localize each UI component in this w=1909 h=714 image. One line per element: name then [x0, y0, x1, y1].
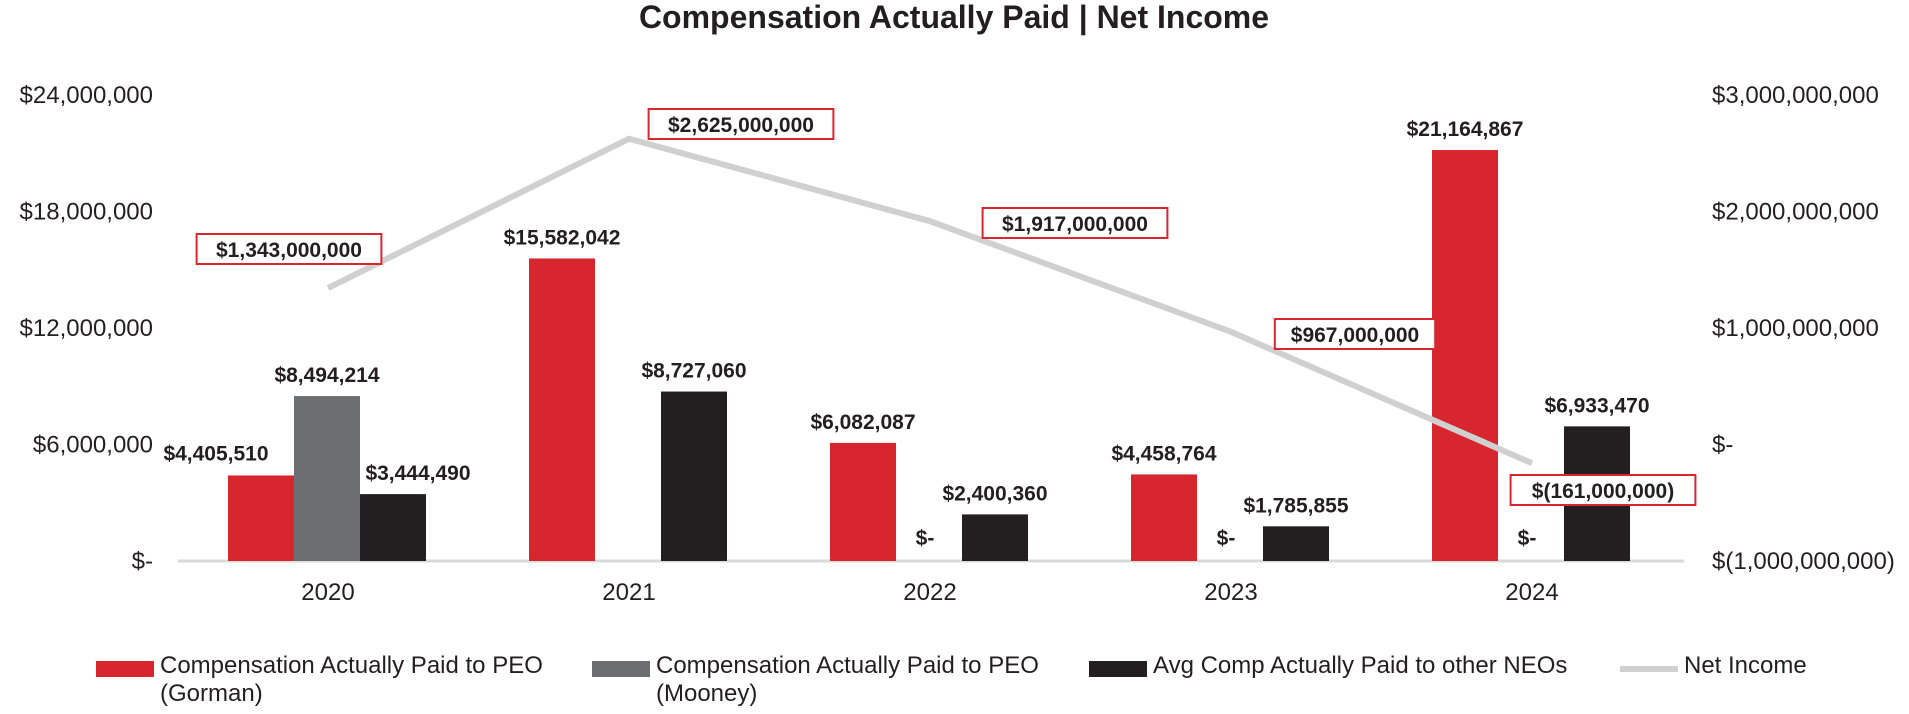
net-income-labels: $1,343,000,000 $2,625,000,000 $1,917,000,0…: [195, 108, 1697, 506]
legend-label-net-income: Net Income: [1684, 652, 1807, 679]
legend-swatch-avg-neo: [1089, 661, 1147, 677]
bar: [228, 475, 294, 561]
legend-label-peo-gorman-line1: Compensation Actually Paid to PEO: [160, 652, 543, 679]
bar-data-label: $6,082,087: [810, 411, 915, 434]
bar-data-label: $-: [1518, 527, 1537, 550]
x-axis-category-label: 2021: [602, 579, 655, 606]
bar: [1263, 526, 1329, 561]
bar: [360, 494, 426, 561]
right-axis: $(1,000,000,000) $- $1,000,000,000 $2,000,0…: [1712, 82, 1895, 575]
chart-title: Compensation Actually Paid | Net Income: [639, 0, 1269, 35]
bar: [962, 514, 1028, 561]
bar-data-label: $-: [1217, 527, 1236, 550]
bar-data-label: $8,727,060: [641, 360, 746, 383]
bars: [228, 150, 1630, 561]
left-axis-tick-label: $6,000,000: [33, 432, 153, 459]
right-axis-tick-label: $1,000,000,000: [1712, 315, 1879, 342]
legend-item-peo-gorman: Compensation Actually Paid to PEO (Gorma…: [96, 652, 543, 708]
bar-data-label: $8,494,214: [274, 364, 379, 387]
bar-data-label: $6,933,470: [1544, 394, 1649, 417]
legend-label-avg-neo: Avg Comp Actually Paid to other NEOs: [1153, 652, 1568, 679]
legend-swatch-net-income: [1620, 666, 1678, 672]
net-income-data-label: $1,917,000,000: [1002, 213, 1148, 236]
x-axis-category-label: 2023: [1204, 579, 1257, 606]
net-income-label-box: [1273, 318, 1437, 350]
right-axis-tick-label: $(1,000,000,000): [1712, 548, 1895, 575]
legend-label-peo-mooney-line2: (Mooney): [656, 680, 758, 707]
bar-data-label: $-: [916, 527, 935, 550]
bar: [294, 396, 360, 561]
category-labels: 2020 2021 2022 2023 2024: [301, 579, 1558, 606]
net-income-data-label: $967,000,000: [1291, 324, 1419, 347]
bar: [830, 442, 896, 561]
left-axis-tick-label: $12,000,000: [20, 315, 153, 342]
legend-label-peo-mooney-line1: Compensation Actually Paid to PEO: [656, 652, 1039, 679]
bar-data-label: $3,444,490: [365, 462, 470, 485]
legend-swatch-peo-gorman: [96, 661, 154, 677]
bar-data-label: $4,458,764: [1111, 442, 1216, 465]
bar: [1131, 474, 1197, 561]
x-axis-category-label: 2020: [301, 579, 354, 606]
x-axis-category-label: 2022: [903, 579, 956, 606]
net-income-label-box: [647, 108, 835, 140]
legend-label-peo-gorman-line2: (Gorman): [160, 680, 263, 707]
bar-labels: $4,405,510 $8,494,214 $3,444,490 $15,582,04…: [163, 118, 1649, 550]
left-axis-tick-label: $18,000,000: [20, 199, 153, 226]
bar-data-label: $2,400,360: [942, 482, 1047, 505]
bar: [661, 391, 727, 561]
net-income-data-label: $2,625,000,000: [668, 114, 814, 137]
bar-data-label: $4,405,510: [163, 442, 268, 465]
net-income-label-box: [1509, 474, 1697, 506]
legend-item-peo-mooney: Compensation Actually Paid to PEO (Moone…: [592, 652, 1039, 708]
chart: Compensation Actually Paid | Net Income …: [20, 0, 1895, 606]
legend-item-net-income: Net Income: [1620, 652, 1807, 680]
net-income-data-label: $(161,000,000): [1532, 480, 1674, 503]
net-income-label-box: [981, 207, 1169, 239]
net-income-line-group: [326, 135, 1534, 467]
legend: Compensation Actually Paid to PEO (Gorma…: [96, 652, 1896, 712]
right-axis-tick-label: $3,000,000,000: [1712, 82, 1879, 109]
right-axis-tick-label: $2,000,000,000: [1712, 199, 1879, 226]
net-income-line: [326, 135, 1534, 467]
right-axis-tick-label: $-: [1712, 432, 1733, 459]
bar-data-label: $1,785,855: [1243, 494, 1348, 517]
legend-swatch-peo-mooney: [592, 661, 650, 677]
bar: [1432, 150, 1498, 561]
net-income-label-box: [195, 233, 383, 265]
bar-data-label: $15,582,042: [504, 226, 621, 249]
net-income-data-label: $1,343,000,000: [216, 239, 362, 262]
left-axis-tick-label: $-: [132, 548, 153, 575]
bar: [529, 258, 595, 561]
left-axis: $- $6,000,000 $12,000,000 $18,000,000 $24,00…: [20, 82, 153, 575]
left-axis-tick-label: $24,000,000: [20, 82, 153, 109]
x-axis-category-label: 2024: [1505, 579, 1558, 606]
bar-data-label: $21,164,867: [1407, 118, 1524, 141]
legend-item-avg-neo: Avg Comp Actually Paid to other NEOs: [1089, 652, 1567, 680]
